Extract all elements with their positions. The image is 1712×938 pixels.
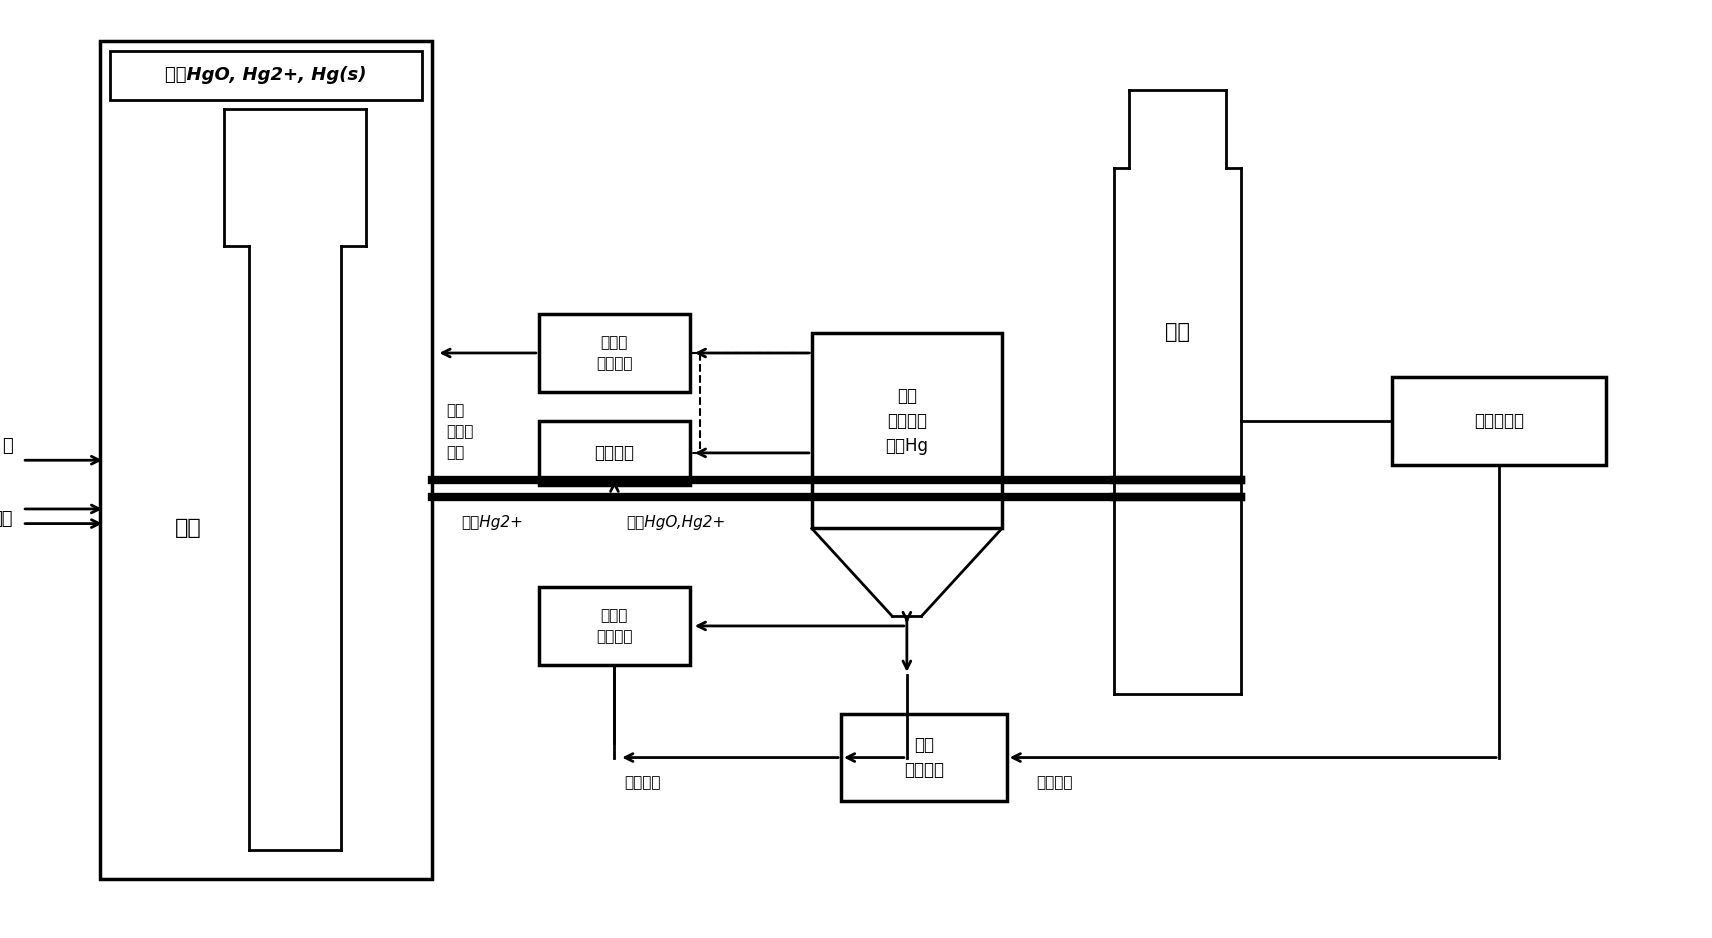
Text: 吸附剂
费入装置: 吸附剂 费入装置 xyxy=(596,608,633,644)
Bar xyxy=(539,421,690,485)
Text: 除汞
控制系统: 除汞 控制系统 xyxy=(904,736,943,779)
Text: 控制
汞形态
转化: 控制 汞形态 转化 xyxy=(447,403,474,461)
Text: 高效
除尘装置
脱除Hg: 高效 除尘装置 脱除Hg xyxy=(885,387,928,455)
Text: 汞监测装置: 汞监测装置 xyxy=(1474,412,1524,431)
Text: 烟气HgO, Hg2+, Hg(s): 烟气HgO, Hg2+, Hg(s) xyxy=(164,67,366,84)
Bar xyxy=(539,314,690,392)
Text: 空气: 空气 xyxy=(0,509,12,528)
Bar xyxy=(811,334,1002,528)
Text: 控制信号: 控制信号 xyxy=(625,775,661,790)
Text: 煤: 煤 xyxy=(2,437,12,455)
Bar xyxy=(101,41,431,880)
Bar xyxy=(110,51,421,99)
Text: 炉膛: 炉膛 xyxy=(175,519,202,538)
Bar xyxy=(539,587,690,665)
Text: 添加剂
费入装置: 添加剂 费入装置 xyxy=(596,335,633,371)
Bar xyxy=(1392,377,1606,465)
Text: 喷林装置: 喷林装置 xyxy=(594,444,635,461)
Text: 吸附HgO,Hg2+: 吸附HgO,Hg2+ xyxy=(627,515,726,530)
Text: 反馈信号: 反馈信号 xyxy=(1036,775,1072,790)
Text: 烟囱: 烟囱 xyxy=(1164,322,1190,341)
Bar xyxy=(841,714,1007,801)
Text: 氧化Hg2+: 氧化Hg2+ xyxy=(461,515,522,530)
